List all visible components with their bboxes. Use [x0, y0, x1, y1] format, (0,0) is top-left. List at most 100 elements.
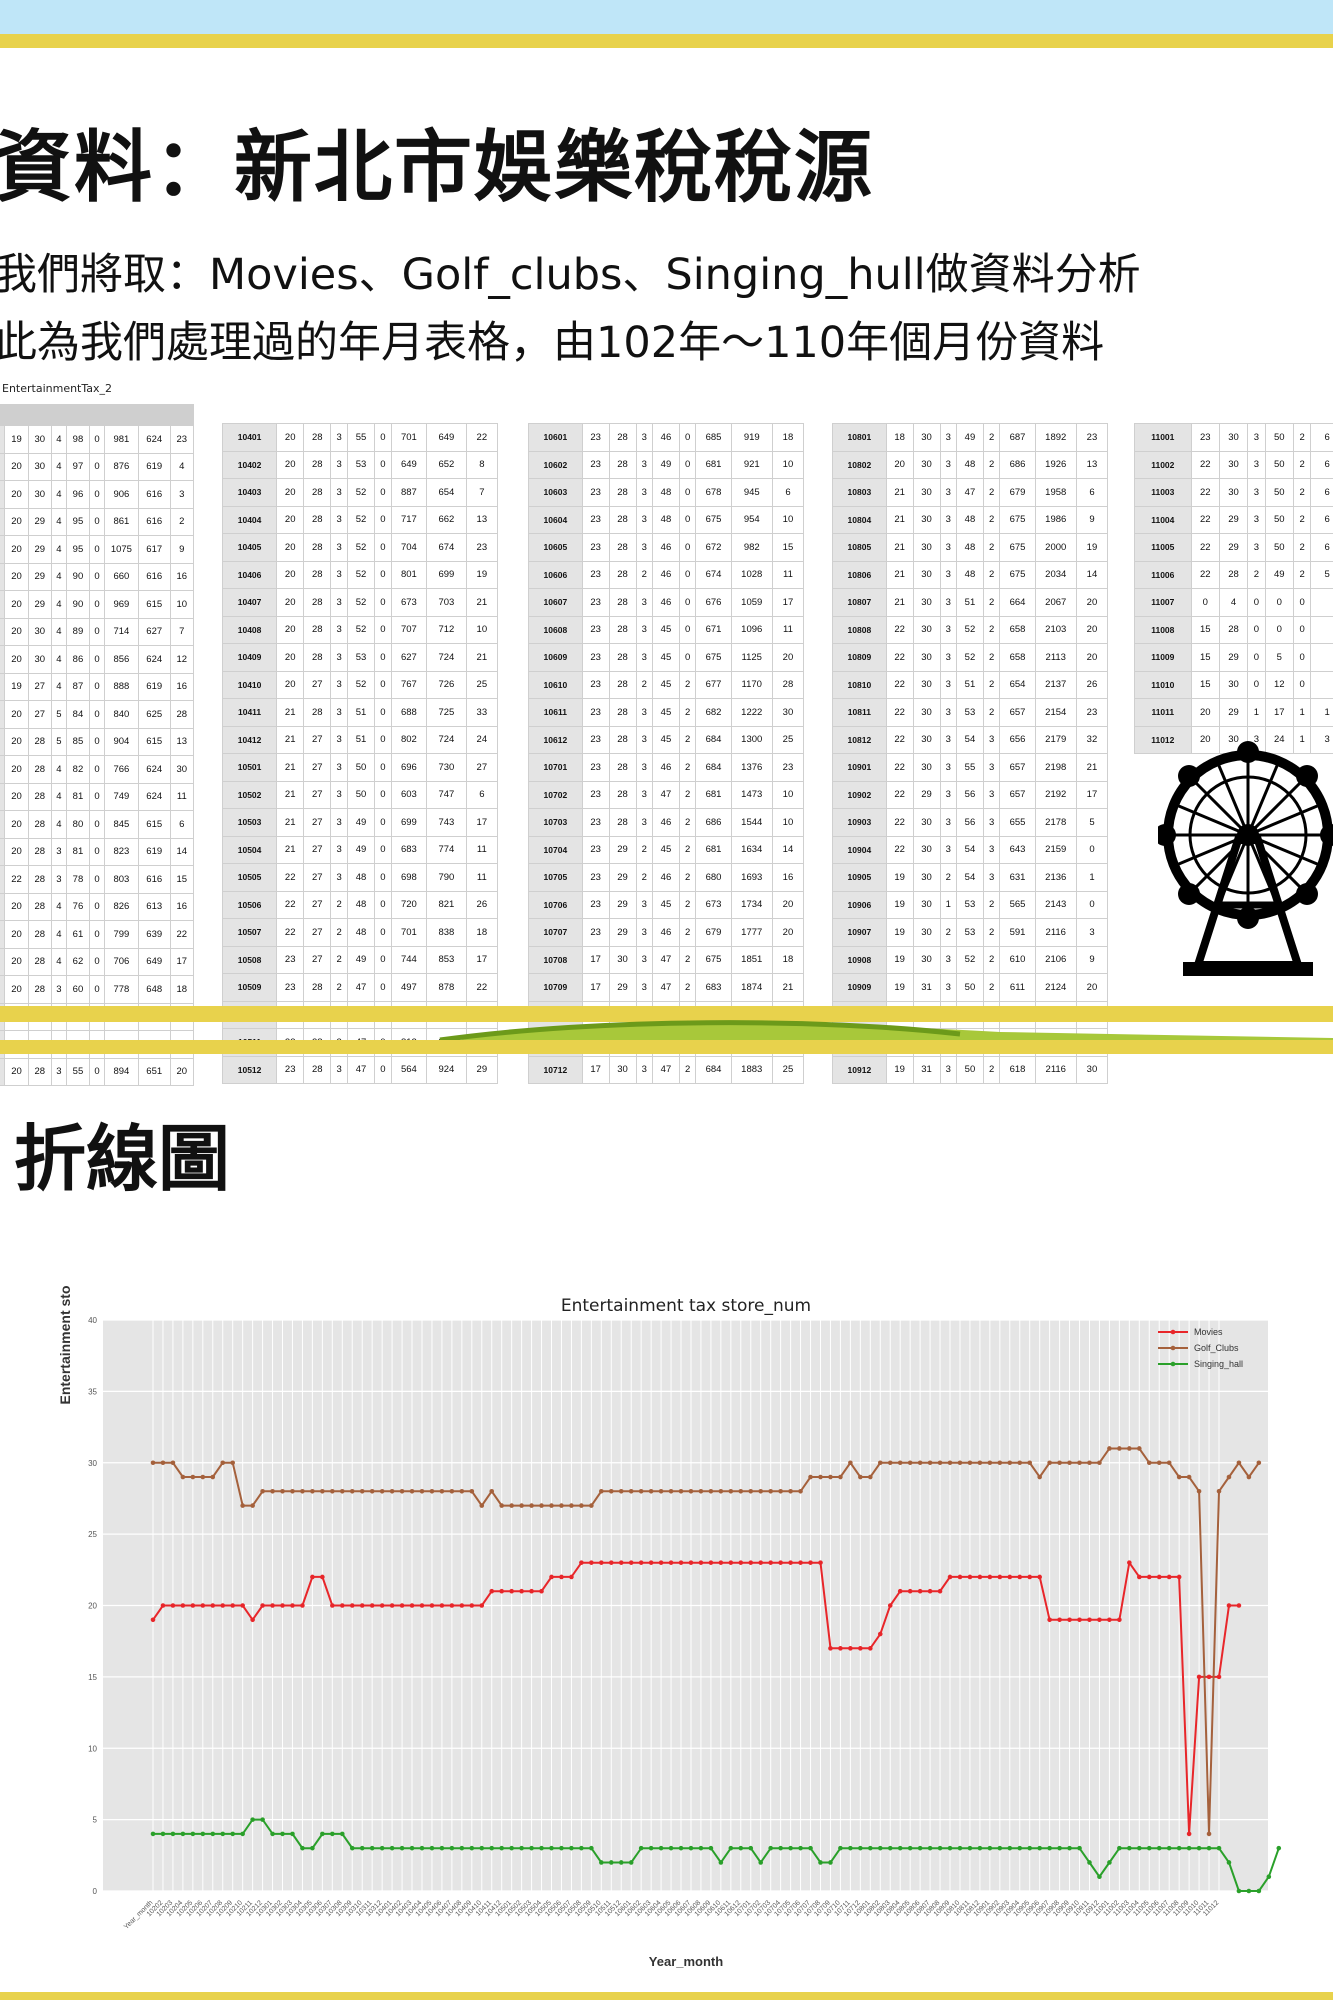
table-cell: 52: [346, 670, 376, 699]
table-cell: 906: [103, 480, 139, 509]
data-point: [529, 1588, 534, 1594]
data-point: [519, 1845, 524, 1851]
table-cell: 3: [939, 670, 958, 699]
table-cell: 47: [652, 1055, 680, 1084]
year-month-cell: 11004: [1134, 505, 1192, 534]
table-cell: 3: [330, 780, 348, 809]
table-cell: 52: [956, 945, 984, 974]
data-point: [907, 1588, 913, 1594]
table-cell: 0: [1247, 615, 1266, 644]
data-point: [848, 1460, 853, 1466]
table-cell: 3: [330, 808, 348, 837]
table-cell: 87: [65, 672, 91, 701]
table-row: 11010 15 30 0 12 0: [1134, 670, 1333, 699]
table-cell: 28: [27, 975, 52, 1004]
data-point: [728, 1489, 734, 1494]
year-month-cell: 10809: [832, 643, 887, 672]
data-point: [708, 1489, 714, 1494]
table-cell: 30: [912, 505, 941, 534]
data-point: [589, 1503, 594, 1508]
table-cell: 20: [4, 480, 29, 509]
table-cell: 3: [635, 450, 654, 479]
table-cell: 21: [276, 698, 305, 727]
table-cell: 46: [652, 533, 680, 562]
table-cell: 856: [103, 645, 139, 674]
table-cell: 9: [1075, 945, 1109, 974]
table-cell: 0: [89, 837, 105, 866]
data-point: [758, 1489, 764, 1494]
table-cell: 20: [1075, 973, 1109, 1002]
table-cell: 4: [50, 920, 67, 949]
legend-label: Golf_Clubs: [1194, 1343, 1239, 1353]
table-row: 10512 23 28 3 47 0 564 924 29: [221, 1055, 499, 1084]
data-point: [977, 1574, 983, 1580]
data-point: [330, 1489, 335, 1494]
data-point: [320, 1489, 325, 1494]
table-cell: 28: [608, 423, 637, 452]
table-cell: 49: [1264, 560, 1294, 589]
data-point: [778, 1560, 783, 1565]
data-point: [967, 1460, 973, 1466]
table-cell: 90: [65, 590, 91, 619]
table-cell: 643: [999, 835, 1036, 864]
table-cell: 0: [374, 973, 392, 1002]
table-row: 10901 22 30 3 55 3 657 2198 21: [832, 753, 1109, 782]
year-month-cell: 10706: [528, 890, 583, 919]
table-cell: 23: [581, 670, 610, 699]
table-cell: 3: [982, 753, 1001, 782]
table-cell: 3: [635, 753, 654, 782]
table-cell: 616: [137, 480, 171, 509]
table-cell: 52: [346, 615, 376, 644]
data-point: [1236, 1888, 1242, 1894]
table-cell: 749: [103, 782, 139, 811]
table-cell: 20: [276, 478, 305, 507]
data-point: [359, 1845, 365, 1851]
data-point: [868, 1646, 873, 1651]
table-cell: 53: [956, 698, 984, 727]
table-cell: 28: [303, 533, 332, 562]
table-cell: 6: [1310, 478, 1333, 507]
table-cell: 46: [652, 753, 680, 782]
table-cell: 19: [885, 863, 914, 892]
table-cell: 627: [137, 617, 171, 646]
table-cell: 3: [50, 865, 67, 894]
table-cell: 0: [89, 425, 105, 454]
table-cell: 0: [374, 478, 392, 507]
year-month-cell: 10903: [832, 808, 887, 837]
table-cell: 3: [1247, 450, 1266, 479]
year-month-cell: 10606: [528, 560, 583, 589]
table-cell: [1310, 643, 1333, 672]
data-point: [758, 1860, 764, 1865]
table-cell: 10: [771, 505, 805, 534]
table-cell: 4: [50, 672, 67, 701]
data-point: [947, 1574, 953, 1580]
table-cell: 50: [1264, 423, 1294, 452]
data-point: [180, 1474, 186, 1480]
table-cell: 21: [771, 973, 805, 1002]
data-point: [708, 1560, 714, 1565]
year-month-cell: 10808: [832, 615, 887, 644]
data-point: [1276, 1845, 1282, 1851]
table-row: 10501 21 27 3 50 0 696 730 27: [221, 753, 499, 782]
table-cell: 23: [276, 973, 305, 1002]
table-cell: 23: [581, 698, 610, 727]
table-row: 10707 23 29 3 46 2 679 1777 20: [528, 918, 805, 947]
table-cell: 1: [939, 890, 958, 919]
table-cell: 29: [27, 535, 52, 564]
table-cell: 30: [912, 753, 941, 782]
table-cell: 30: [912, 643, 941, 672]
year-month-cell: 10607: [528, 588, 583, 617]
data-point: [419, 1603, 425, 1608]
table-cell: 27: [303, 890, 332, 919]
data-point: [1246, 1474, 1252, 1480]
table-cell: 1: [1292, 725, 1312, 754]
table-cell: 701: [390, 423, 428, 452]
table-cell: 3: [635, 615, 654, 644]
table-cell: 85: [65, 727, 91, 756]
data-point: [539, 1503, 544, 1508]
table-cell: 698: [390, 863, 428, 892]
table-cell: 826: [103, 892, 139, 921]
data-point: [200, 1831, 206, 1837]
table-cell: 0: [374, 725, 392, 754]
table-cell: 3: [635, 1055, 654, 1084]
